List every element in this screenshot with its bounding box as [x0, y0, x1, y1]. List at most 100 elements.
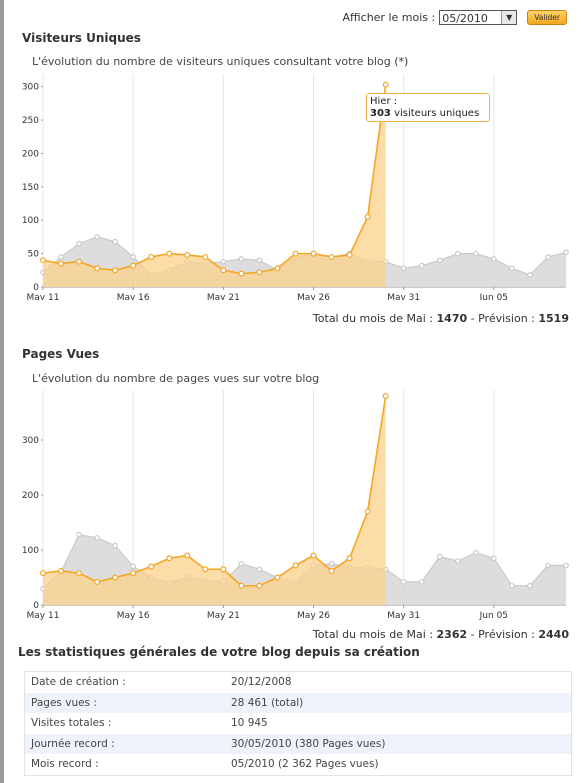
y-tick-label: 0	[33, 283, 39, 293]
current-month-point	[364, 213, 371, 220]
previous-month-point	[527, 582, 533, 589]
stats-row: Pages vues :28 461 (total)	[24, 692, 572, 713]
stats-key: Date de création :	[24, 671, 231, 693]
x-tick-label: May 31	[387, 293, 420, 300]
stats-key: Mois record :	[24, 754, 231, 775]
x-tick-label: May 31	[387, 611, 420, 620]
month-selector-bar: Afficher le mois : 05/2010 ▼ Valider	[342, 8, 567, 26]
previous-month-point	[400, 579, 407, 585]
current-month-point	[238, 582, 245, 589]
current-month-point	[94, 578, 101, 585]
current-month-point	[130, 570, 137, 577]
current-month-point	[292, 250, 299, 257]
y-tick-label: 200	[22, 491, 39, 501]
visitors-subtitle-text: L'évolution du nombre de visiteurs uniqu…	[32, 55, 391, 68]
current-month-point	[382, 392, 389, 400]
current-month-point	[292, 562, 299, 569]
stats-value: 10 945	[231, 713, 572, 734]
previous-month-point	[94, 234, 100, 240]
previous-month-point	[473, 250, 479, 257]
current-month-point	[166, 555, 173, 562]
current-month-point	[238, 270, 245, 277]
pageviews-forecast-value: 2440	[538, 628, 569, 641]
current-month-point	[94, 265, 101, 272]
stats-value: 20/12/2008	[231, 671, 572, 693]
current-month-point	[166, 250, 173, 257]
previous-month-point	[112, 542, 118, 549]
previous-month-point	[418, 262, 425, 269]
y-tick-label: 50	[28, 250, 40, 260]
previous-month-point	[454, 250, 461, 257]
y-tick-label: 300	[22, 83, 39, 93]
visitors-chart: May 11 May 16 May 21 May 26 May 31 Jun 05 0 50 1…	[22, 74, 569, 300]
y-tick-label: 150	[22, 183, 39, 193]
current-month-point	[220, 566, 227, 573]
stats-table: Date de création :20/12/2008 Pages vues …	[24, 671, 572, 776]
previous-month-point	[491, 256, 497, 262]
current-month-line	[42, 395, 387, 587]
visitors-total-line: Total du mois de Mai : 1470 - Prévision …	[313, 312, 569, 325]
current-month-point	[274, 265, 281, 272]
x-tick-label: May 21	[207, 611, 240, 620]
current-month-point	[112, 574, 119, 581]
current-month-point	[346, 251, 353, 258]
current-month-point	[58, 260, 65, 267]
previous-month-point	[545, 562, 551, 569]
pageviews-total-value: 2362	[436, 628, 468, 641]
previous-month-point	[256, 257, 263, 264]
current-month-area	[43, 396, 386, 605]
stats-value: 30/05/2010 (380 Pages vues)	[231, 733, 572, 754]
tooltip-suffix: visiteurs uniques	[394, 108, 480, 119]
visitors-subtitle: L'évolution du nombre de visiteurs uniqu…	[32, 55, 408, 68]
tooltip-label: Hier :	[370, 96, 398, 107]
stats-row: Journée record :30/05/2010 (380 Pages vu…	[24, 733, 572, 754]
y-tick-label: 100	[22, 546, 39, 556]
visitors-forecast-prefix: - Prévision :	[470, 312, 535, 325]
current-month-area	[43, 84, 386, 287]
previous-month-point	[94, 535, 100, 541]
month-select[interactable]: 05/2010 ▼	[439, 9, 518, 25]
chart-tooltip: Hier : 303 visiteurs uniques	[366, 93, 490, 122]
current-month-point	[202, 566, 209, 573]
x-tick-label: May 16	[117, 611, 150, 620]
stats-row: Mois record :05/2010 (2 362 Pages vues)	[24, 754, 572, 775]
validate-button[interactable]: Valider	[527, 9, 567, 25]
stats-title: Les statistiques générales de votre blog…	[18, 645, 420, 659]
previous-month-point	[545, 254, 551, 260]
y-tick-label: 0	[33, 601, 39, 611]
stats-key: Journée record :	[24, 733, 231, 754]
current-month-point	[148, 253, 155, 260]
tooltip-value-line: 303 visiteurs uniques	[370, 108, 486, 120]
previous-month-point	[400, 265, 407, 272]
previous-month-point	[238, 560, 245, 567]
previous-month-point	[256, 566, 263, 573]
previous-month-point	[130, 254, 136, 260]
previous-month-point	[76, 531, 82, 538]
y-tick-label: 100	[22, 216, 39, 226]
chevron-down-icon[interactable]: ▼	[501, 10, 517, 24]
previous-month-point	[563, 249, 569, 256]
current-month-point	[328, 253, 335, 260]
previous-month-point	[130, 563, 136, 570]
previous-month-point	[509, 265, 515, 272]
current-month-point	[310, 552, 317, 559]
previous-month-point	[491, 555, 497, 562]
current-month-point	[148, 563, 155, 570]
previous-month-point	[473, 549, 479, 556]
previous-month-point	[436, 553, 443, 560]
x-tick-label: May 16	[117, 293, 150, 300]
visitors-total-prefix: Total du mois de Mai :	[312, 312, 434, 325]
current-month-point	[274, 574, 281, 581]
asterisk-note-link[interactable]: (*)	[394, 55, 409, 68]
previous-month-point	[454, 558, 461, 564]
previous-month-point	[563, 562, 569, 569]
current-month-point	[39, 570, 46, 577]
previous-month-point	[527, 272, 533, 278]
page-left-border	[0, 0, 4, 783]
previous-month-point	[112, 238, 118, 245]
current-month-point	[58, 567, 65, 574]
month-select-value: 05/2010	[442, 11, 488, 25]
y-tick-label: 300	[22, 436, 39, 446]
x-tick-label: May 26	[297, 293, 330, 300]
current-month-line	[42, 84, 387, 275]
